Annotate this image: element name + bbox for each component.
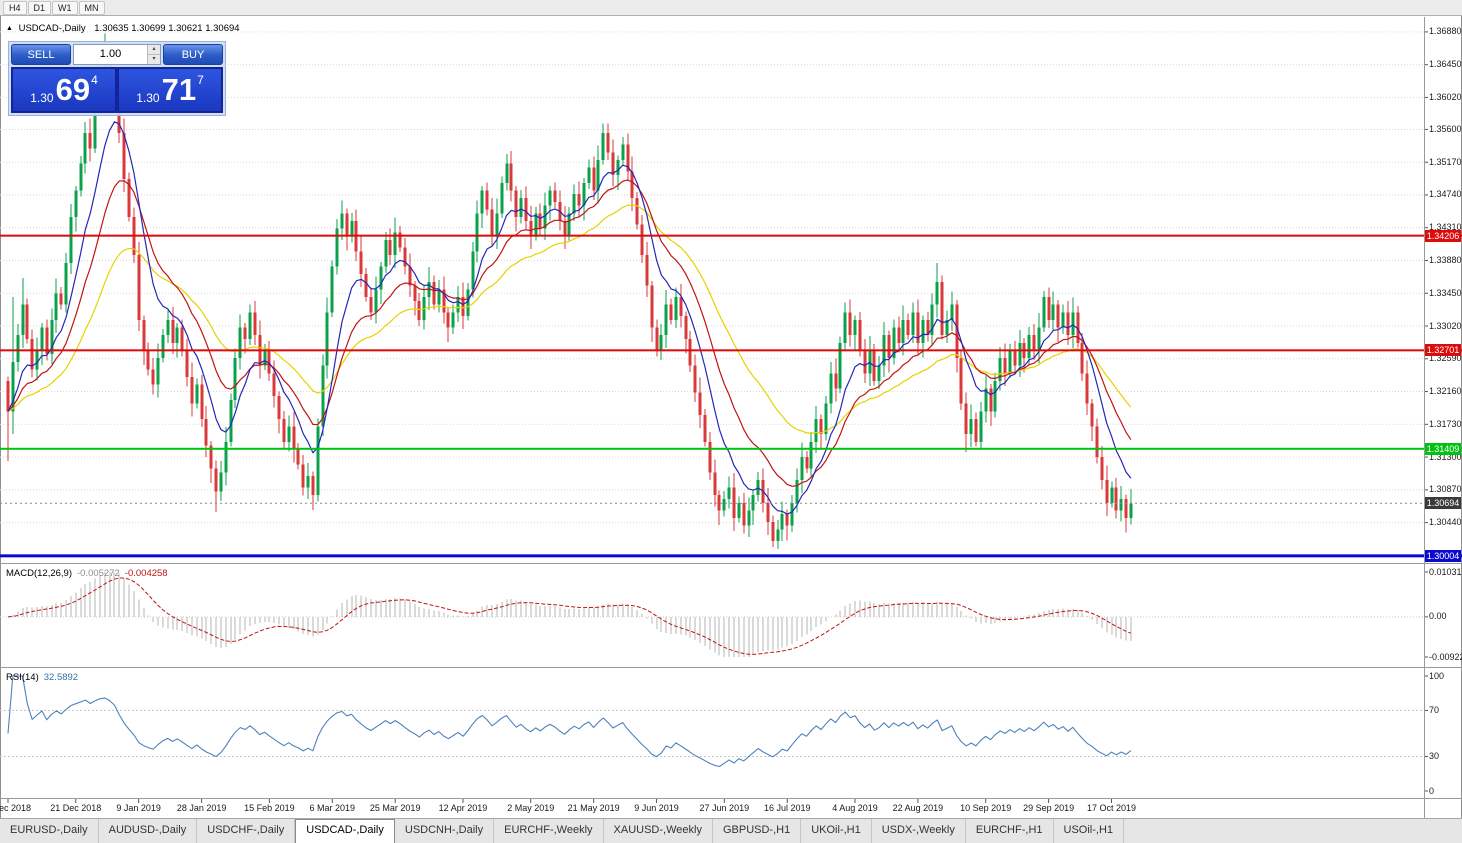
buy-price-prefix: 1.30: [136, 91, 160, 105]
symbol-tabbar: EURUSD-,Daily AUDUSD-,Daily USDCHF-,Daily U…: [0, 818, 1462, 843]
tab-usdcnh-daily[interactable]: USDCNH-,Daily: [395, 819, 495, 843]
trade-buttons-row: SELL 1.00 ▴ ▾ BUY: [11, 44, 223, 65]
timeframe-toolbar: H4 D1 W1 MN: [0, 0, 1462, 16]
trade-prices-row: 1.30 69 4 1.30 71 7: [11, 67, 223, 113]
tab-ukoil-h1[interactable]: UKOil-,H1: [801, 819, 872, 843]
tab-usdx-weekly[interactable]: USDX-,Weekly: [872, 819, 966, 843]
buy-price-big: 71: [161, 72, 197, 107]
volume-input[interactable]: 1.00 ▴ ▾: [73, 44, 161, 65]
timeframe-button-mn[interactable]: MN: [78, 0, 105, 15]
volume-value[interactable]: 1.00: [99, 48, 122, 60]
volume-down-button[interactable]: ▾: [147, 54, 160, 64]
tab-eurchf-weekly[interactable]: EURCHF-,Weekly: [494, 819, 604, 843]
chart-marker-icon: ▲: [6, 25, 13, 32]
macd-signal-value: -0.004258: [124, 568, 168, 579]
tab-gbpusd-h1[interactable]: GBPUSD-,H1: [713, 819, 802, 843]
tab-usdchf-daily[interactable]: USDCHF-,Daily: [197, 819, 296, 843]
sell-price-sup: 4: [91, 73, 98, 87]
tab-usoil-h1[interactable]: USOil-,H1: [1054, 819, 1125, 843]
buy-price-sup: 7: [197, 73, 204, 87]
buy-button[interactable]: BUY: [163, 44, 223, 65]
rsi-name: RSI(14): [6, 672, 39, 683]
timeframe-button-d1[interactable]: D1: [27, 0, 52, 15]
volume-up-button[interactable]: ▴: [147, 45, 160, 54]
macd-name: MACD(12,26,9): [6, 568, 72, 579]
tab-eurchf-h1[interactable]: EURCHF-,H1: [966, 819, 1054, 843]
sell-price-big: 69: [55, 72, 91, 107]
sell-price-prefix: 1.30: [30, 91, 54, 105]
macd-main-value: -0.005272: [77, 568, 120, 579]
timeframe-button-w1[interactable]: W1: [52, 0, 78, 15]
chart-title-symbol: USDCAD-,Daily: [18, 23, 86, 34]
sell-button[interactable]: SELL: [11, 44, 71, 65]
tab-eurusd-daily[interactable]: EURUSD-,Daily: [0, 819, 99, 843]
timeframe-button-h4[interactable]: H4: [3, 0, 27, 15]
tab-xauusd-weekly[interactable]: XAUUSD-,Weekly: [604, 819, 713, 843]
one-click-trading-panel: SELL 1.00 ▴ ▾ BUY 1.30 69 4 1.30 71 7: [8, 41, 226, 116]
buy-price-display[interactable]: 1.30 71 7: [118, 68, 222, 112]
chart-title: ▲ USDCAD-,Daily 1.30635 1.30699 1.30621 …: [6, 23, 240, 34]
tab-usdcad-daily[interactable]: USDCAD-,Daily: [295, 819, 395, 843]
rsi-indicator-label: RSI(14) 32.5892: [6, 672, 78, 683]
sell-price-display[interactable]: 1.30 69 4: [12, 68, 116, 112]
rsi-value: 32.5892: [43, 672, 79, 683]
volume-spinner: ▴ ▾: [147, 45, 160, 64]
tab-audusd-daily[interactable]: AUDUSD-,Daily: [99, 819, 198, 843]
macd-indicator-label: MACD(12,26,9) -0.005272 -0.004258: [6, 568, 168, 579]
chart-title-ohlc: 1.30635 1.30699 1.30621 1.30694: [94, 23, 240, 34]
